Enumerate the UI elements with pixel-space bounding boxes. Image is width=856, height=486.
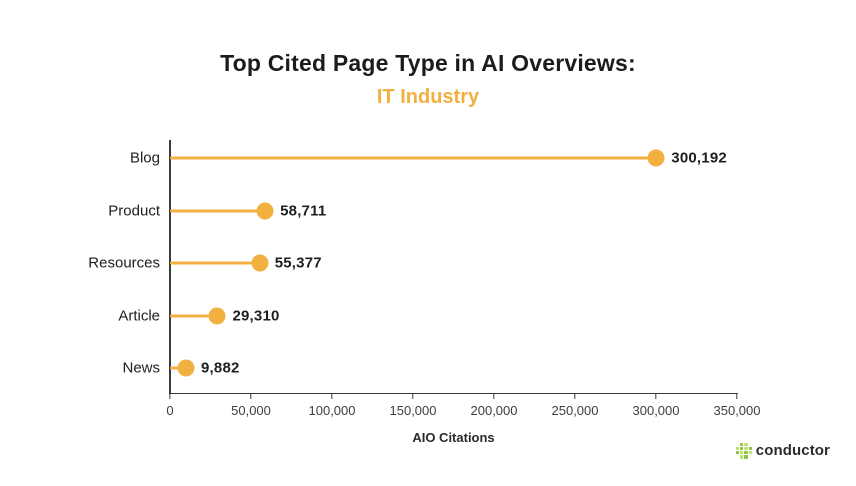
lollipop-dot (647, 149, 665, 167)
value-label: 29,310 (232, 307, 280, 324)
logo-pixel (735, 446, 740, 450)
x-axis-title: AIO Citations (412, 430, 495, 445)
lollipop-dot (251, 254, 269, 272)
logo-pixel (744, 455, 748, 459)
chart-subtitle: IT Industry (376, 86, 480, 108)
category-label: News (122, 359, 160, 377)
y-axis-line (169, 140, 171, 394)
logo-pixel (736, 455, 739, 458)
x-axis-tick-label: 350,000 (713, 403, 761, 418)
logo-pixel (748, 446, 752, 450)
plot-area: Blog 300,192 Product 58,711 Resources 55,377 A… (88, 140, 761, 418)
x-axis-tick-label: 150,000 (389, 403, 437, 418)
lollipop-dot (208, 307, 226, 324)
conductor-pixel-icon (735, 442, 752, 459)
category-label: Resources (88, 254, 160, 272)
logo-pixel (740, 455, 744, 459)
lollipop-stem (170, 261, 260, 265)
lollipop-dot (177, 359, 195, 377)
logo-pixel (748, 451, 752, 455)
conductor-logo: conductor (735, 442, 830, 459)
logo-pixel (740, 442, 744, 446)
value-label: 300,192 (671, 149, 727, 167)
x-axis-tick-label: 250,000 (551, 403, 599, 418)
lollipop-dot (256, 202, 274, 219)
value-label: 55,377 (274, 254, 322, 272)
logo-pixel (735, 451, 740, 455)
lollipop-stem (170, 209, 266, 212)
value-label: 9,882 (201, 359, 240, 377)
category-label: Blog (129, 149, 160, 167)
x-axis-line (169, 392, 738, 395)
x-axis-tick (574, 394, 576, 399)
logo-pixel (744, 446, 748, 450)
logo-pixel (749, 455, 752, 458)
logo-pixel (740, 451, 744, 455)
chart-title: Top Cited Page Type in AI Overviews: (220, 50, 636, 76)
x-axis-tick (169, 394, 171, 399)
category-label: Product (108, 202, 160, 219)
x-axis-tick (250, 394, 252, 399)
value-label: 58,711 (280, 202, 327, 219)
logo-pixel (736, 443, 739, 446)
x-axis-tick (493, 394, 495, 399)
x-axis-tick (655, 394, 657, 399)
x-axis-tick (736, 394, 738, 399)
logo-pixel (744, 442, 748, 446)
logo-pixel (744, 451, 748, 455)
x-axis-tick (331, 394, 333, 399)
x-axis-tick (412, 394, 414, 399)
lollipop-stem (170, 314, 218, 317)
x-axis-tick-label: 50,000 (231, 403, 271, 418)
x-axis-tick-label: 200,000 (470, 403, 518, 418)
logo-pixel (749, 443, 752, 446)
x-axis-tick-label: 100,000 (308, 403, 356, 418)
conductor-logo-text: conductor (755, 442, 830, 459)
x-axis-tick-label: 0 (166, 403, 174, 418)
category-label: Article (118, 307, 160, 324)
logo-pixel (740, 446, 744, 450)
lollipop-stem (170, 156, 657, 160)
x-axis-tick-label: 300,000 (632, 403, 680, 418)
